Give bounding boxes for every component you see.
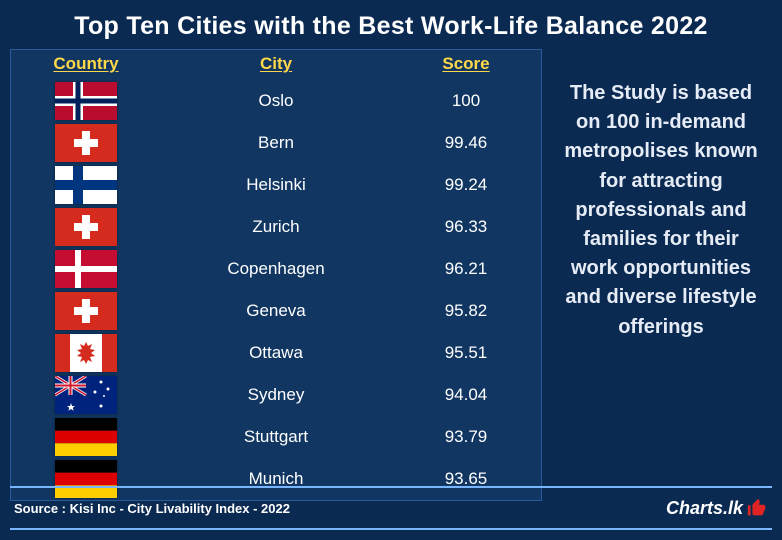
switzerland-flag-icon	[55, 124, 117, 162]
header-city: City	[161, 54, 391, 74]
cell-score: 100	[391, 91, 541, 111]
cell-city: Oslo	[161, 91, 391, 111]
source-text: Source : Kisi Inc - City Livability Inde…	[14, 501, 290, 516]
denmark-flag-icon	[55, 250, 117, 288]
cell-city: Helsinki	[161, 175, 391, 195]
table-row: Geneva95.82	[11, 290, 541, 332]
cell-city: Sydney	[161, 385, 391, 405]
table-row: Zurich96.33	[11, 206, 541, 248]
cell-score: 94.04	[391, 385, 541, 405]
cell-score: 99.46	[391, 133, 541, 153]
finland-flag-icon	[55, 166, 117, 204]
cell-score: 95.51	[391, 343, 541, 363]
thumbs-up-icon	[746, 497, 768, 519]
cell-country	[11, 376, 161, 414]
cell-score: 93.79	[391, 427, 541, 447]
cell-country	[11, 208, 161, 246]
cell-country	[11, 124, 161, 162]
table-row: Stuttgart93.79	[11, 416, 541, 458]
page-title: Top Ten Cities with the Best Work-Life B…	[0, 0, 782, 49]
norway-flag-icon	[55, 82, 117, 120]
table-body: Oslo100 Bern99.46 Helsinki99.24 Zurich96…	[11, 80, 541, 500]
header-score: Score	[391, 54, 541, 74]
germany-flag-icon	[55, 418, 117, 456]
content-area: Country City Score Oslo100 Bern99.46 Hel…	[0, 49, 782, 501]
cell-city: Stuttgart	[161, 427, 391, 447]
cell-country	[11, 250, 161, 288]
cell-country	[11, 166, 161, 204]
table-row: Sydney94.04	[11, 374, 541, 416]
header-country: Country	[11, 54, 161, 74]
table-header-row: Country City Score	[11, 50, 541, 80]
cell-city: Copenhagen	[161, 259, 391, 279]
cell-city: Geneva	[161, 301, 391, 321]
cell-score: 96.33	[391, 217, 541, 237]
australia-flag-icon	[55, 376, 117, 414]
canada-flag-icon	[55, 334, 117, 372]
logo-text: Charts.lk	[666, 498, 743, 519]
switzerland-flag-icon	[55, 208, 117, 246]
cell-country	[11, 334, 161, 372]
site-logo: Charts.lk	[666, 497, 768, 519]
cell-city: Bern	[161, 133, 391, 153]
cell-city: Ottawa	[161, 343, 391, 363]
cell-country	[11, 82, 161, 120]
cell-score: 99.24	[391, 175, 541, 195]
footer-bar: Source : Kisi Inc - City Livability Inde…	[10, 486, 772, 530]
switzerland-flag-icon	[55, 292, 117, 330]
table-row: Bern99.46	[11, 122, 541, 164]
cell-country	[11, 418, 161, 456]
cell-score: 95.82	[391, 301, 541, 321]
cell-city: Zurich	[161, 217, 391, 237]
rankings-table: Country City Score Oslo100 Bern99.46 Hel…	[10, 49, 542, 501]
table-row: Helsinki99.24	[11, 164, 541, 206]
cell-score: 96.21	[391, 259, 541, 279]
description-text: The Study is based on 100 in-demand metr…	[542, 49, 772, 501]
table-row: Copenhagen96.21	[11, 248, 541, 290]
table-row: Oslo100	[11, 80, 541, 122]
cell-country	[11, 292, 161, 330]
table-row: Ottawa95.51	[11, 332, 541, 374]
